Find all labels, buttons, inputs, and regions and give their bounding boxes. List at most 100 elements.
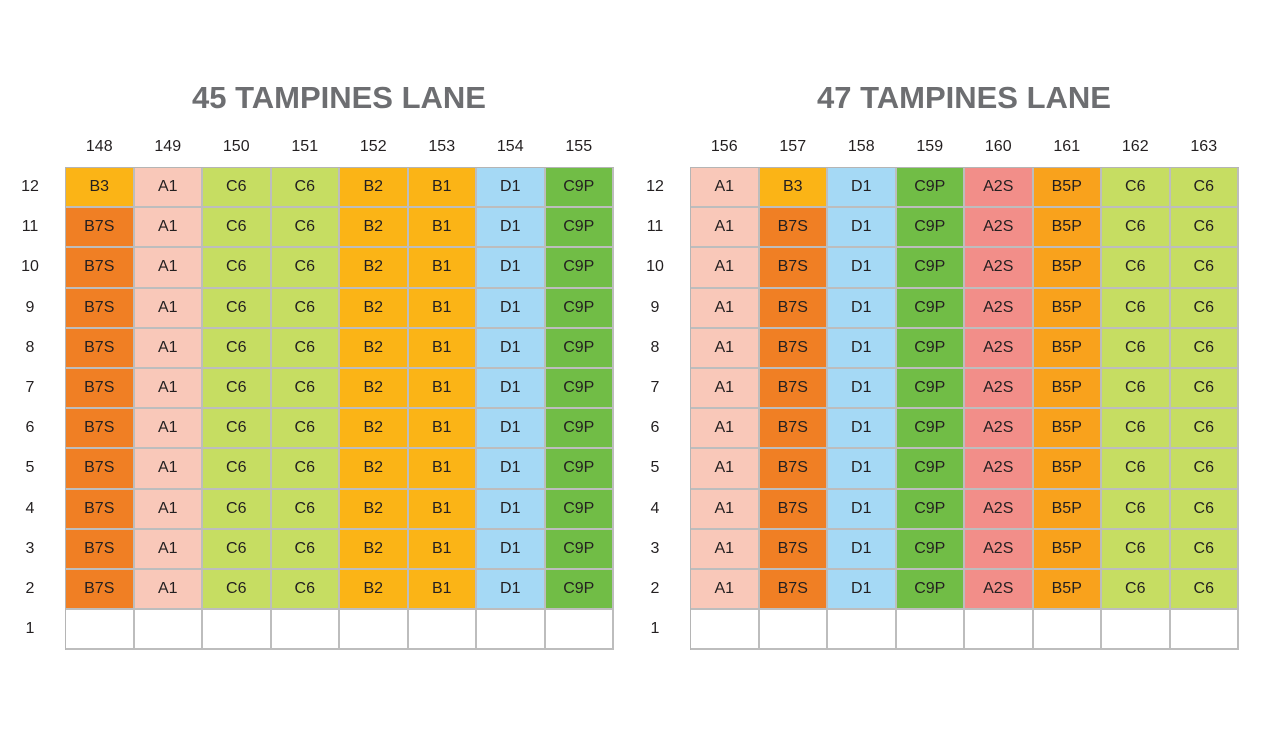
floor-label: 4 <box>650 499 660 517</box>
empty-cell <box>896 610 965 651</box>
unit-type-cell: D1 <box>477 449 546 490</box>
unit-number-label: 156 <box>710 138 738 155</box>
empty-cell <box>340 610 409 651</box>
unit-number-label: 148 <box>85 138 113 155</box>
unit-type-cell: B2 <box>340 288 409 329</box>
unit-type-cell: B1 <box>408 208 477 249</box>
empty-cell <box>1033 610 1102 651</box>
floor-labels: 12 11 10 9 8 7 6 5 4 3 2 1 <box>637 167 673 649</box>
empty-cell <box>1102 610 1171 651</box>
empty-cell <box>271 610 340 651</box>
unit-type-cell: C9P <box>545 449 614 490</box>
unit-type-cell: C9P <box>896 288 965 329</box>
unit-type-cell: C6 <box>1170 529 1239 570</box>
unit-type-cell: B5P <box>1033 449 1102 490</box>
unit-type-cell: B7S <box>759 569 828 611</box>
unit-type-cell: B2 <box>340 368 409 410</box>
unit-type-cell: D1 <box>828 248 897 289</box>
unit-type-cell: A1 <box>691 409 760 450</box>
unit-type-cell: A1 <box>134 248 203 289</box>
unit-type-cell: D1 <box>828 569 897 611</box>
floor-label: 6 <box>650 419 660 437</box>
unit-type-cell: C6 <box>1102 569 1171 611</box>
unit-type-cell: C9P <box>896 328 965 369</box>
unit-type-cell: B7S <box>66 368 135 410</box>
unit-type-cell: C6 <box>271 328 340 369</box>
unit-type-cell: C9P <box>545 208 614 249</box>
unit-number-header: 156 157 158 159 160 161 162 163 <box>690 138 1238 156</box>
unit-type-cell: A1 <box>691 489 760 530</box>
unit-type-cell: A1 <box>691 449 760 490</box>
unit-number-label: 157 <box>779 138 807 155</box>
unit-type-cell: D1 <box>477 489 546 530</box>
unit-type-cell: A1 <box>134 449 203 490</box>
unit-type-cell: C6 <box>203 328 272 369</box>
unit-number-label: 160 <box>984 138 1012 155</box>
unit-type-cell: B7S <box>66 449 135 490</box>
unit-type-cell: C6 <box>1102 529 1171 570</box>
floor-label: 5 <box>650 459 660 477</box>
unit-type-cell: B2 <box>340 328 409 369</box>
unit-type-cell: C6 <box>203 368 272 410</box>
unit-type-cell: C6 <box>203 489 272 530</box>
unit-type-cell: C6 <box>1170 168 1239 209</box>
unit-type-cell: B7S <box>66 208 135 249</box>
empty-cell <box>408 610 477 651</box>
empty-cell <box>545 610 614 651</box>
unit-type-cell: B5P <box>1033 529 1102 570</box>
empty-cell <box>828 610 897 651</box>
unit-type-cell: B5P <box>1033 569 1102 611</box>
unit-type-cell: D1 <box>828 529 897 570</box>
unit-type-cell: A1 <box>691 248 760 289</box>
unit-type-cell: B7S <box>759 368 828 410</box>
unit-type-cell: D1 <box>828 368 897 410</box>
unit-type-cell: B7S <box>66 529 135 570</box>
block-title: 47 TAMPINES LANE <box>817 80 1111 115</box>
floor-label: 5 <box>25 459 35 477</box>
unit-type-cell: C6 <box>1102 449 1171 490</box>
unit-type-cell: B7S <box>759 328 828 369</box>
unit-type-cell: B1 <box>408 248 477 289</box>
unit-type-cell: C6 <box>271 368 340 410</box>
unit-type-cell: D1 <box>477 529 546 570</box>
unit-type-cell: C6 <box>1170 409 1239 450</box>
unit-type-cell: C6 <box>1102 409 1171 450</box>
unit-type-cell: C6 <box>1102 208 1171 249</box>
unit-type-cell: A1 <box>134 569 203 611</box>
unit-number-label: 158 <box>847 138 875 155</box>
unit-type-cell: A2S <box>965 248 1034 289</box>
unit-type-cell: C6 <box>203 529 272 570</box>
floor-label: 12 <box>21 178 39 195</box>
floor-labels: 12 11 10 9 8 7 6 5 4 3 2 1 <box>12 167 48 649</box>
unit-number-label: 159 <box>916 138 944 155</box>
unit-type-cell: B1 <box>408 368 477 410</box>
unit-type-cell: B1 <box>408 409 477 450</box>
unit-type-cell: B5P <box>1033 248 1102 289</box>
unit-type-cell: A1 <box>134 368 203 410</box>
unit-type-cell: B1 <box>408 489 477 530</box>
unit-type-cell: C9P <box>545 288 614 329</box>
empty-cell <box>1170 610 1239 651</box>
floor-label: 12 <box>646 178 664 195</box>
unit-type-cell: D1 <box>477 368 546 410</box>
unit-type-cell: B5P <box>1033 208 1102 249</box>
unit-type-cell: D1 <box>477 569 546 611</box>
empty-cell <box>203 610 272 651</box>
floor-label: 8 <box>650 338 660 356</box>
unit-type-cell: C9P <box>896 168 965 209</box>
unit-type-cell: C6 <box>1102 248 1171 289</box>
unit-type-cell: C6 <box>271 529 340 570</box>
unit-type-cell: B7S <box>759 529 828 570</box>
unit-type-cell: B2 <box>340 409 409 450</box>
unit-type-cell: B7S <box>759 288 828 329</box>
unit-type-cell: C9P <box>545 569 614 611</box>
unit-type-cell: C6 <box>1170 328 1239 369</box>
floor-label: 1 <box>650 620 660 638</box>
unit-type-cell: A2S <box>965 288 1034 329</box>
unit-type-cell: B1 <box>408 449 477 490</box>
unit-type-cell: C6 <box>271 449 340 490</box>
unit-type-cell: A1 <box>134 489 203 530</box>
unit-type-cell: D1 <box>828 288 897 329</box>
unit-type-cell: A1 <box>134 409 203 450</box>
unit-type-cell: C6 <box>271 569 340 611</box>
